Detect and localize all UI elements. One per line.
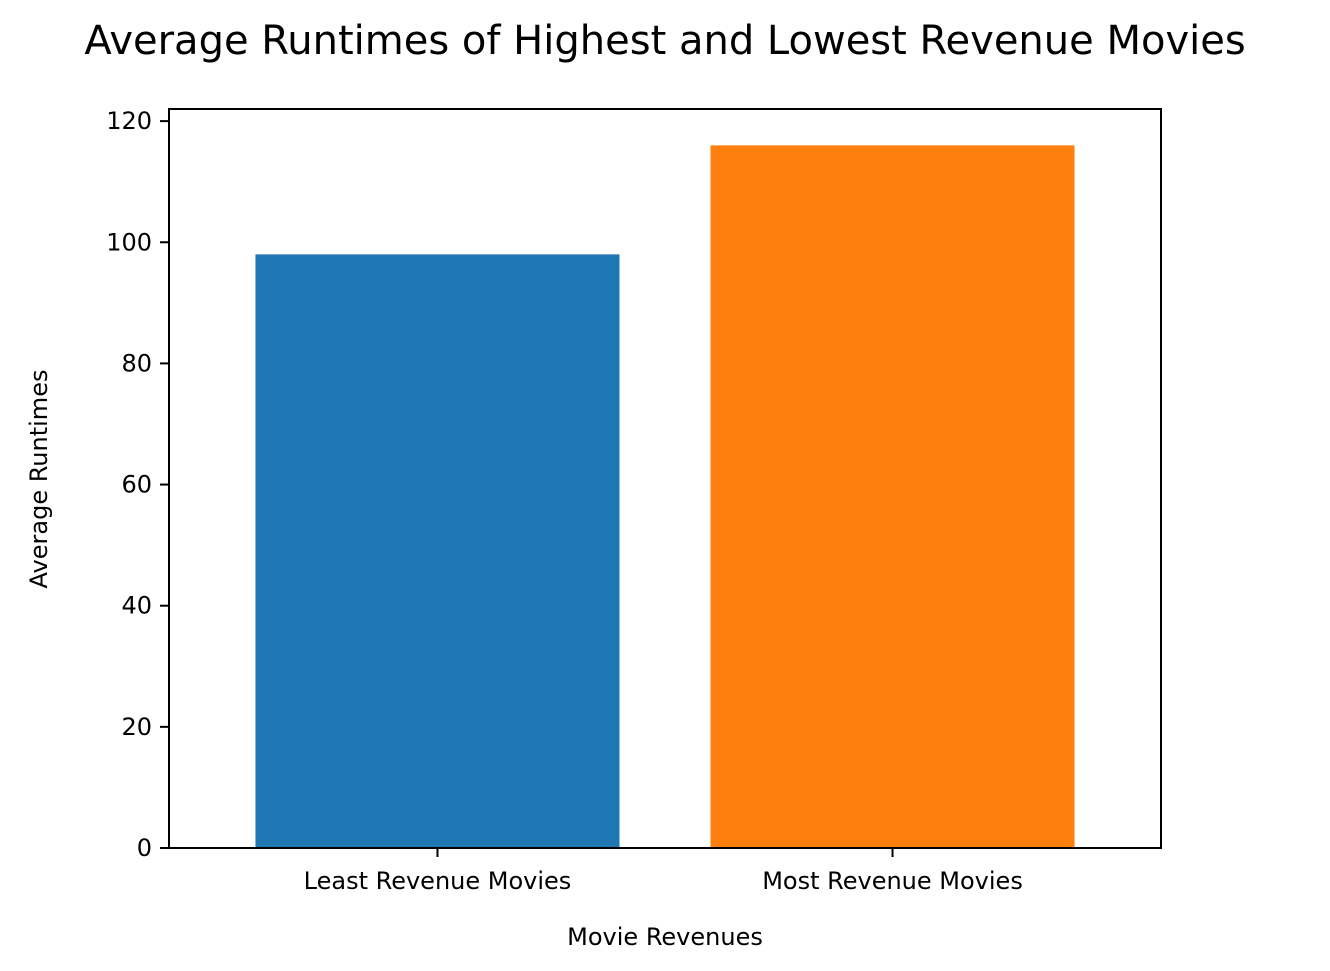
y-tick-label-0: 0 bbox=[137, 834, 152, 862]
y-tick-label-4: 80 bbox=[121, 349, 152, 377]
plot-frame bbox=[168, 108, 1162, 849]
y-tick-label-2: 40 bbox=[121, 592, 152, 620]
y-tick-label-5: 100 bbox=[106, 228, 152, 256]
x-tick-label-1: Most Revenue Movies bbox=[762, 867, 1023, 895]
y-axis: 0 20 40 60 80 100 120 bbox=[106, 107, 169, 862]
y-tick-label-1: 20 bbox=[121, 713, 152, 741]
chart-title: Average Runtimes of Highest and Lowest R… bbox=[84, 18, 1245, 64]
bar-0 bbox=[255, 254, 620, 848]
x-tick-label-0: Least Revenue Movies bbox=[304, 867, 572, 895]
y-axis-label: Average Runtimes bbox=[25, 370, 53, 589]
x-axis-label: Movie Revenues bbox=[567, 923, 763, 951]
bar-1 bbox=[710, 145, 1075, 849]
bars-group bbox=[255, 145, 1075, 849]
x-axis: Least Revenue Movies Most Revenue Movies bbox=[304, 848, 1023, 895]
y-tick-label-6: 120 bbox=[106, 107, 152, 135]
y-tick-label-3: 60 bbox=[121, 471, 152, 499]
